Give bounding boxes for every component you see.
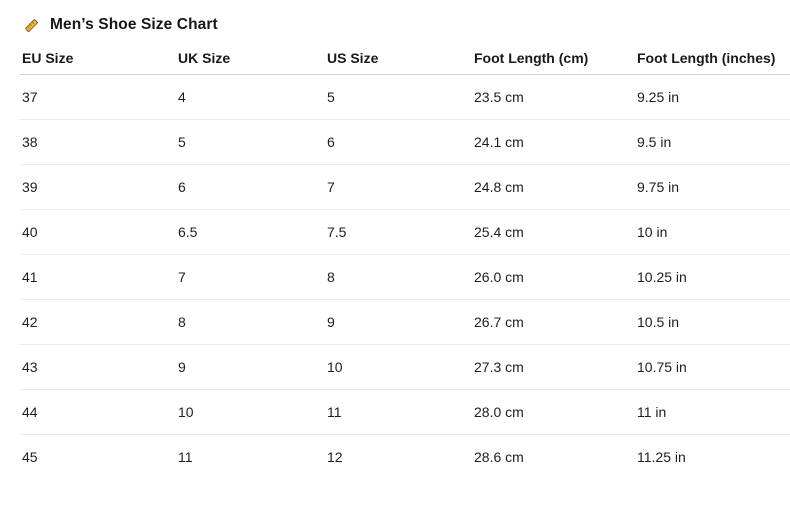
table-row: 40 6.5 7.5 25.4 cm 10 in bbox=[20, 209, 790, 255]
table-cell: 24.8 cm bbox=[472, 164, 635, 210]
title-row: Men’s Shoe Size Chart bbox=[22, 13, 790, 37]
table-cell: 11 bbox=[178, 448, 193, 465]
shoe-size-chart-page: Men’s Shoe Size Chart EU Size UK Size US S… bbox=[20, 13, 790, 479]
table-row: 37 4 5 23.5 cm 9.25 in bbox=[20, 74, 790, 120]
ruler-icon bbox=[22, 16, 41, 35]
table-cell: 26.7 cm bbox=[472, 299, 635, 345]
table-cell: 6.5 bbox=[176, 209, 325, 255]
table-cell: 9.25 in bbox=[635, 74, 790, 120]
table-cell: 25.4 cm bbox=[472, 209, 635, 255]
table-cell: 10.5 in bbox=[635, 299, 790, 345]
table-cell: 6 bbox=[325, 119, 472, 165]
table-row: 38 5 6 24.1 cm 9.5 in bbox=[20, 119, 790, 165]
table-cell: 10.75 in bbox=[635, 344, 790, 390]
table-cell: 11.25 in bbox=[637, 448, 686, 465]
table-cell: 9.75 in bbox=[635, 164, 790, 210]
table-cell: 43 bbox=[20, 344, 176, 390]
table-cell: 10.25 in bbox=[635, 254, 790, 300]
table-cell: 26.0 cm bbox=[472, 254, 635, 300]
table-cell: 4 bbox=[176, 74, 325, 120]
column-header: Foot Length (inches) bbox=[635, 44, 790, 75]
table-row: 41 7 8 26.0 cm 10.25 in bbox=[20, 254, 790, 300]
table-cell: 37 bbox=[20, 74, 176, 120]
table-cell: 6 bbox=[176, 164, 325, 210]
table-row: 43 9 10 27.3 cm 10.75 in bbox=[20, 344, 790, 390]
table-cell: 7 bbox=[325, 164, 472, 210]
table-cell: 8 bbox=[176, 299, 325, 345]
table-cell: 40 bbox=[20, 209, 176, 255]
table-cell: 8 bbox=[325, 254, 472, 300]
table-cell: 28.0 cm bbox=[472, 389, 635, 435]
table-cell: 24.1 cm bbox=[472, 119, 635, 165]
table-cell: 44 bbox=[20, 389, 176, 435]
table-cell: 7 bbox=[176, 254, 325, 300]
table-cell: 9 bbox=[176, 344, 325, 390]
table-row: 39 6 7 24.8 cm 9.75 in bbox=[20, 164, 790, 210]
column-header: EU Size bbox=[20, 44, 176, 75]
table-cell: 23.5 cm bbox=[472, 74, 635, 120]
table-cell: 27.3 cm bbox=[472, 344, 635, 390]
table-cell: 12 bbox=[327, 448, 343, 465]
column-header: Foot Length (cm) bbox=[472, 44, 635, 75]
column-header: UK Size bbox=[176, 44, 325, 75]
table-cell: 11 in bbox=[635, 389, 790, 435]
table-cell: 10 bbox=[176, 389, 325, 435]
table-cell: 10 in bbox=[635, 209, 790, 255]
table-cell: 45 bbox=[22, 448, 38, 465]
table-cell: 41 bbox=[20, 254, 176, 300]
table-cell: 42 bbox=[20, 299, 176, 345]
table-row: 44 10 11 28.0 cm 11 in bbox=[20, 389, 790, 435]
column-header: US Size bbox=[325, 44, 472, 75]
table-cell: 39 bbox=[20, 164, 176, 210]
table-row: 45 11 12 28.6 cm 11.25 in bbox=[20, 434, 790, 479]
table-cell: 5 bbox=[176, 119, 325, 165]
table-cell: 10 bbox=[325, 344, 472, 390]
table-cell: 7.5 bbox=[325, 209, 472, 255]
table-cell: 9.5 in bbox=[635, 119, 790, 165]
table-body: 37 4 5 23.5 cm 9.25 in 38 5 6 24.1 cm 9.5 in 39 6 7 2… bbox=[20, 74, 790, 479]
page-title: Men’s Shoe Size Chart bbox=[50, 16, 218, 33]
table-cell: 11 bbox=[325, 389, 472, 435]
table-row: 42 8 9 26.7 cm 10.5 in bbox=[20, 299, 790, 345]
table-cell: 5 bbox=[325, 74, 472, 120]
table-cell: 9 bbox=[325, 299, 472, 345]
table-cell: 28.6 cm bbox=[474, 448, 524, 465]
table-header-row: EU Size UK Size US Size Foot Length (cm) Foo… bbox=[20, 44, 790, 75]
table-cell: 38 bbox=[20, 119, 176, 165]
shoe-size-table: EU Size UK Size US Size Foot Length (cm) Foo… bbox=[20, 44, 790, 479]
